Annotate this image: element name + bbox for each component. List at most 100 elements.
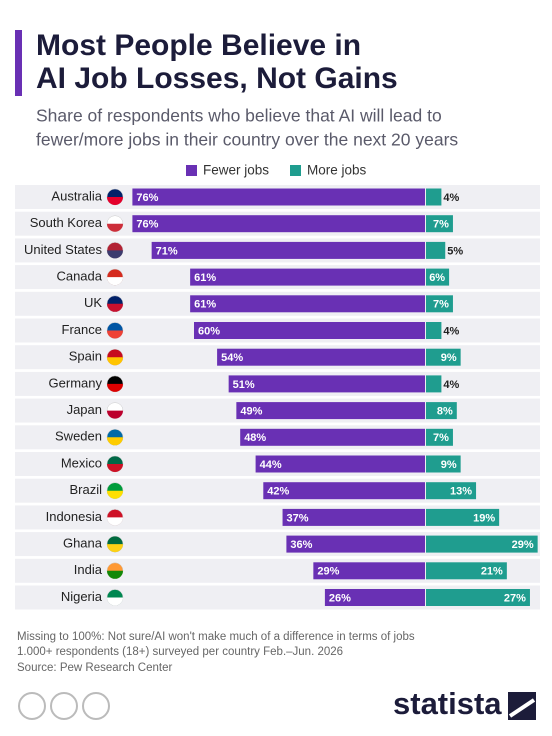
value-label: 49%: [240, 406, 262, 418]
bar: [236, 402, 425, 420]
bar: [151, 241, 425, 259]
flag: [107, 437, 123, 446]
bar: [286, 535, 425, 553]
legend-swatch: [290, 165, 301, 176]
value-label: 13%: [450, 486, 472, 498]
value-label: 76%: [136, 192, 158, 204]
value-label: 37%: [287, 512, 309, 524]
flag: [107, 277, 123, 286]
value-label: 36%: [290, 539, 312, 551]
value-label: 8%: [437, 406, 453, 418]
value-label: 26%: [329, 592, 351, 604]
bar: [426, 589, 530, 606]
legend-label: Fewer jobs: [203, 163, 269, 178]
flag: [107, 383, 123, 392]
value-label: 48%: [244, 432, 266, 444]
flag: [107, 490, 123, 499]
category-label: Spain: [69, 349, 102, 364]
flag: [107, 597, 123, 606]
value-label: 4%: [443, 325, 459, 337]
value-label: 5%: [447, 245, 463, 257]
category-label: Germany: [49, 375, 103, 390]
category-label: Canada: [56, 269, 102, 284]
logo-icon-stroke: [508, 698, 536, 718]
bar: [426, 428, 453, 446]
bar: [426, 241, 446, 259]
bar: [426, 188, 442, 206]
category-label: Sweden: [55, 429, 102, 444]
bar: [426, 348, 461, 366]
note: 1.000+ respondents (18+) surveyed per co…: [17, 646, 343, 658]
chart-title: AI Job Losses, Not Gains: [36, 62, 398, 95]
category-label: United States: [24, 242, 103, 257]
value-label: 54%: [221, 352, 243, 364]
value-label: 4%: [443, 192, 459, 204]
value-label: 4%: [443, 379, 459, 391]
bar: [313, 562, 425, 580]
bar: [194, 322, 425, 339]
category-label: Australia: [51, 188, 102, 203]
value-label: 6%: [429, 272, 445, 284]
category-label: Japan: [67, 402, 102, 417]
category-label: UK: [84, 295, 102, 310]
bar: [255, 455, 425, 473]
value-label: 61%: [194, 272, 216, 284]
bar: [426, 268, 450, 286]
value-label: 19%: [473, 512, 495, 524]
bar: [263, 482, 425, 500]
bar: [132, 215, 425, 233]
chart-subtitle: Share of respondents who believe that AI…: [36, 106, 442, 126]
flag: [107, 357, 123, 366]
bar: [426, 215, 453, 233]
chart-subtitle: fewer/more jobs in their country over th…: [36, 130, 458, 150]
bar: [228, 375, 425, 393]
category-label: France: [62, 322, 102, 337]
bar: [282, 508, 425, 526]
flag: [107, 303, 123, 312]
value-label: 44%: [260, 459, 282, 471]
bar: [426, 402, 457, 420]
bar: [217, 348, 425, 366]
category-label: Brazil: [69, 482, 102, 497]
logo: statista: [393, 686, 502, 721]
category-label: India: [74, 562, 103, 577]
bar: [426, 508, 500, 526]
bar: [324, 589, 425, 606]
value-label: 29%: [317, 566, 339, 578]
flag: [107, 464, 123, 472]
flag: [107, 250, 123, 259]
value-label: 51%: [233, 379, 255, 391]
value-label: 42%: [267, 486, 289, 498]
bar: [426, 562, 507, 580]
value-label: 29%: [512, 539, 534, 551]
category-label: Mexico: [61, 455, 102, 470]
chart-title: Most People Believe in: [36, 29, 361, 62]
flag: [107, 330, 123, 339]
legend-swatch: [186, 165, 197, 176]
flag: [107, 197, 123, 205]
flag: [107, 223, 123, 232]
bar: [426, 295, 453, 313]
flag: [107, 570, 123, 579]
value-label: 60%: [198, 325, 220, 337]
category-label: Ghana: [63, 536, 103, 551]
license-icons: [18, 692, 110, 720]
legend-label: More jobs: [307, 163, 367, 178]
flag: [107, 544, 123, 553]
bar: [132, 188, 425, 206]
flag: [107, 410, 123, 419]
value-label: 7%: [433, 432, 449, 444]
value-label: 9%: [441, 459, 457, 471]
bar: [426, 482, 477, 500]
value-label: 7%: [433, 299, 449, 311]
category-label: Nigeria: [61, 589, 103, 604]
value-label: 7%: [433, 219, 449, 231]
bar: [426, 535, 538, 553]
bar: [190, 268, 425, 286]
value-label: 9%: [441, 352, 457, 364]
value-label: 27%: [504, 592, 526, 604]
value-label: 61%: [194, 299, 216, 311]
category-label: Indonesia: [46, 509, 103, 524]
bar: [190, 295, 425, 313]
